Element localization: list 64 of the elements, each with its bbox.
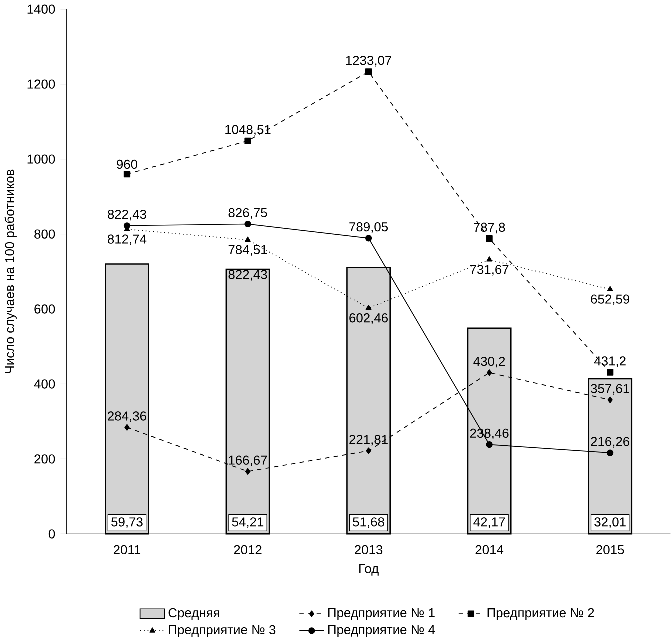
point [366,448,372,454]
data-label: 166,67 [229,456,268,466]
point [607,286,614,292]
point [124,170,131,178]
y-axis-title: Число случаев на 100 работников [4,170,17,374]
y-tick-label: 600 [34,304,56,314]
data-label: 1233,07 [346,56,392,67]
data-label: 216,26 [591,437,630,448]
point [244,220,252,228]
data-label: 784,51 [228,245,268,256]
point [365,234,372,242]
data-label: 1048,51 [226,125,271,136]
y-tick-label: 200 [34,454,56,464]
data-label: 731,67 [470,264,509,276]
point [607,369,614,376]
point [366,304,372,310]
data-label: 960 [117,160,138,169]
x-tick-label: 2012 [234,545,262,554]
point [245,468,251,475]
y-tick-label: 1000 [28,154,56,164]
point [486,441,493,448]
point [365,68,372,76]
x-tick-label: 2011 [114,545,141,554]
point [486,235,493,242]
data-label: 284,36 [108,411,146,422]
point [486,369,492,376]
data-label: 789,05 [350,222,388,233]
data-label: 822,43 [108,210,146,220]
annotation: 51,68 [353,517,384,528]
y-tick-label: 400 [34,379,56,389]
point [124,424,130,431]
point [608,396,613,404]
legend-label: Средняя [168,608,220,620]
data-label: 431,2 [594,356,626,368]
y-tick-label: 1200 [28,80,56,89]
y-tick-label: 0 [48,529,56,539]
x-tick-label: 2013 [355,545,383,554]
data-label: 826,75 [228,208,268,219]
data-label: 812,74 [108,234,147,246]
point [486,256,492,262]
point [124,222,131,230]
legend-label: Предприятие № 2 [488,608,594,620]
data-label: 787,8 [474,222,506,234]
point [244,138,252,144]
annotation: 59,73 [112,517,143,528]
data-label: 652,59 [591,294,630,306]
annotation: 32,01 [594,517,626,528]
annotation: 54,21 [232,517,264,528]
point [245,236,251,242]
x-tick-label: 2015 [596,545,624,554]
data-label: 357,61 [591,384,630,395]
point [607,450,614,456]
legend-label: Предприятие № 1 [328,608,435,620]
y-tick-label: 800 [34,230,56,239]
legend-label: Предприятие № 4 [328,625,436,637]
data-label: 430,2 [474,356,506,368]
data-label: 221,81 [350,434,388,446]
data-label: 602,46 [350,313,388,324]
annotation: 822,43 [228,270,268,281]
annotation: 42,17 [474,517,506,528]
x-axis-title: Год [360,564,379,576]
x-tick-label: 2014 [476,545,504,554]
y-tick-label: 1400 [28,4,56,14]
legend-label: Предприятие № 3 [169,625,276,637]
